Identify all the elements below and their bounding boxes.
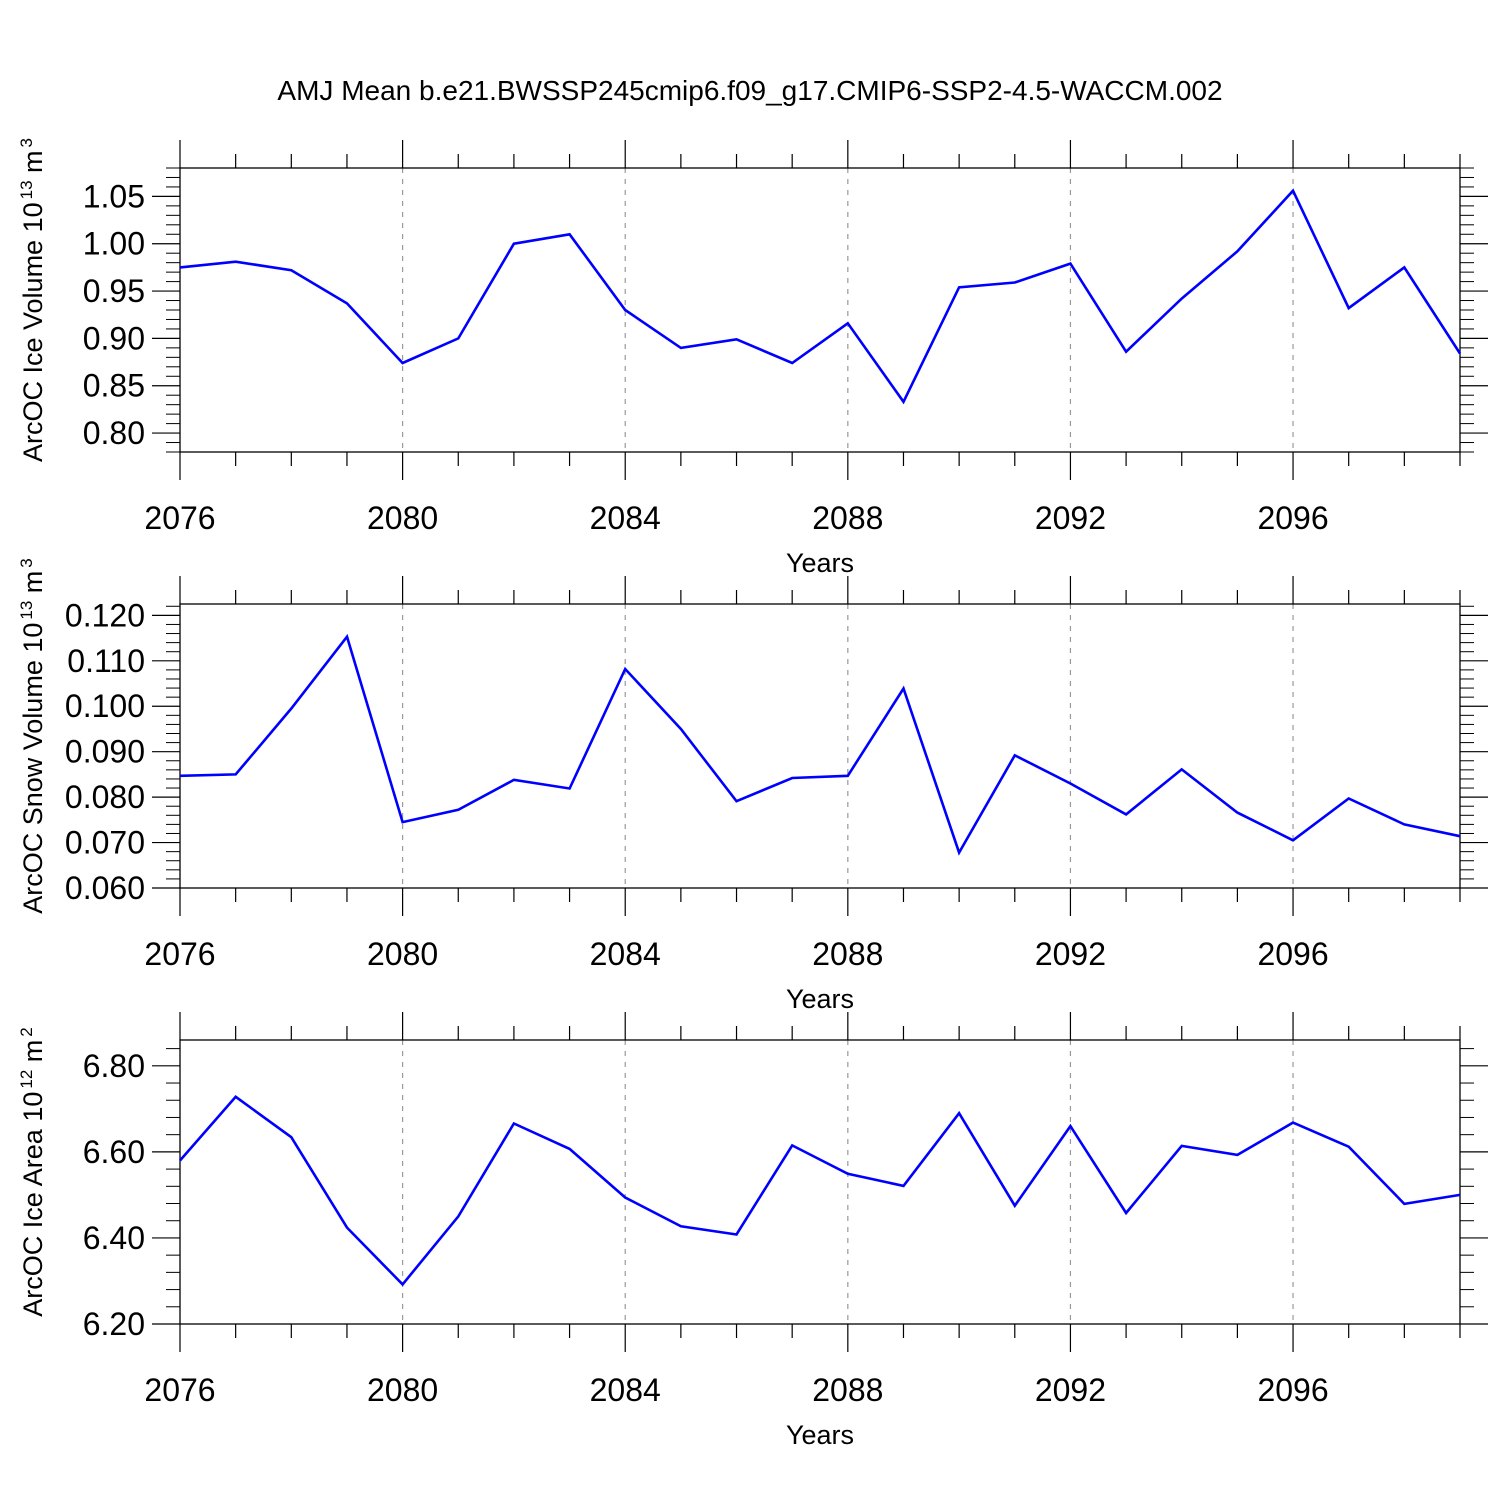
x-axis-title: Years [786,1420,854,1450]
y-tick-label: 6.60 [83,1134,145,1170]
x-tick-label: 2088 [812,500,883,536]
y-tick-label: 0.080 [65,779,145,815]
y-axis-title: ArcOC Snow Volume 10 13 m 3 [17,558,48,914]
y-axis-title-part: ArcOC Ice Volume 10 [18,202,48,462]
series-line [179,633,1461,856]
y-axis-title-part: m [18,150,48,180]
y-axis-title-superscript: 3 [17,138,36,147]
y-tick-label: 6.40 [83,1220,145,1256]
y-tick-label: 0.90 [83,320,145,356]
x-tick-label: 2076 [144,1372,215,1408]
y-tick-label: 1.05 [83,178,145,214]
chart-panel-3: 6.20 6.40 6.60 6.80 2076 2080 2084 2088 2092 2096… [17,1012,1488,1450]
y-tick-label: 0.100 [65,688,145,724]
y-axis-title-part: ArcOC Snow Volume 10 [18,623,48,914]
y-axis-title: ArcOC Ice Area 10 12 m 2 [17,1027,48,1317]
series-line [179,1095,1461,1287]
x-tick-label: 2092 [1035,1372,1106,1408]
x-tick-label: 2096 [1257,500,1328,536]
y-axis-title-superscript: 3 [17,558,36,567]
y-tick-label: 0.85 [83,368,145,404]
y-tick-label: 0.090 [65,734,145,770]
plot-frame [179,167,1461,453]
chart-panel-1: 0.80 0.85 0.90 0.95 1.00 1.05 2076 2080 2084 2088… [17,138,1488,578]
y-tick-label: 6.20 [83,1306,145,1342]
y-tick-label: 0.110 [67,643,145,679]
x-axis-title: Years [786,548,854,578]
plot-frame [179,603,1461,889]
y-axis-title-superscript: 2 [17,1027,36,1036]
y-tick-label: 1.00 [83,226,145,262]
panels: 0.80 0.85 0.90 0.95 1.00 1.05 2076 2080 2084 2088… [17,138,1488,1450]
x-tick-label: 2080 [367,1372,438,1408]
figure-title: AMJ Mean b.e21.BWSSP245cmip6.f09_g17.CMI… [277,75,1222,106]
y-axis-title: ArcOC Ice Volume 10 13 m 3 [17,138,48,462]
x-tick-label: 2088 [812,936,883,972]
x-tick-label: 2076 [144,500,215,536]
plot-frame [179,1039,1461,1325]
series-line [179,188,1462,405]
x-tick-label: 2096 [1257,936,1328,972]
y-tick-label: 6.80 [83,1048,145,1084]
y-tick-label: 0.120 [65,597,145,633]
x-tick-label: 2080 [367,500,438,536]
y-axis-title-part: m [18,1040,48,1070]
x-tick-label: 2088 [812,1372,883,1408]
x-tick-label: 2076 [144,936,215,972]
y-tick-label: 0.95 [83,273,145,309]
y-axis-title-superscript: 13 [17,601,36,620]
x-tick-label: 2084 [590,500,661,536]
y-tick-label: 0.060 [65,870,145,906]
y-tick-label: 0.070 [65,825,145,861]
x-tick-label: 2092 [1035,936,1106,972]
x-axis-title: Years [786,984,854,1014]
y-axis-title-part: ArcOC Ice Area 10 [18,1092,48,1317]
x-tick-label: 2084 [590,1372,661,1408]
x-tick-label: 2080 [367,936,438,972]
y-axis-title-superscript: 12 [17,1070,36,1089]
y-axis-title-superscript: 13 [17,180,36,199]
y-axis-title-part: m [18,571,48,601]
y-tick-label: 0.80 [83,415,145,451]
x-tick-label: 2084 [590,936,661,972]
x-tick-label: 2096 [1257,1372,1328,1408]
chart-panel-2: 0.060 0.070 0.080 0.090 0.100 0.110 0.120 2076 2… [17,558,1488,1014]
x-tick-label: 2092 [1035,500,1106,536]
